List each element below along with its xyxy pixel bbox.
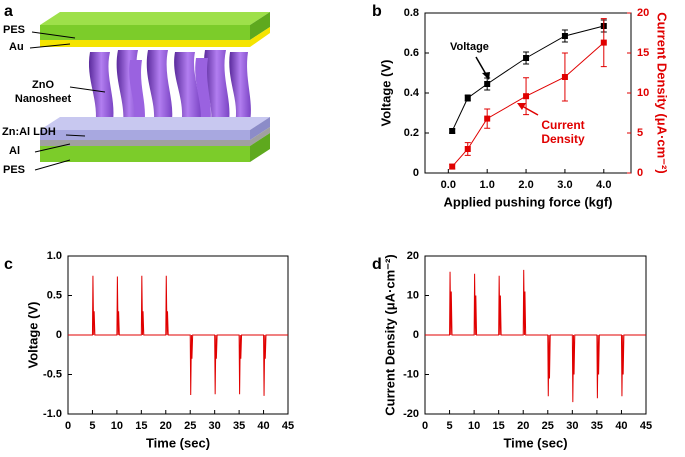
pes-bottom-front — [40, 146, 250, 162]
x-tick-label: 45 — [640, 420, 652, 432]
y-axis-title: Voltage (V) — [378, 60, 393, 127]
y2-tick-label: 15 — [637, 47, 649, 59]
data-line — [425, 269, 646, 403]
x-tick-label: 10 — [111, 420, 123, 432]
data-marker — [600, 39, 607, 46]
x-tick-label: 25 — [542, 420, 554, 432]
y2-tick-label: 20 — [637, 7, 649, 19]
al-layer — [40, 127, 270, 146]
y2-tick-label: 0 — [637, 167, 643, 179]
data-line — [451, 42, 605, 167]
y-tick-label: 0.4 — [404, 87, 420, 99]
x-tick-label: 0 — [65, 420, 71, 432]
y-tick-label: 1.0 — [47, 250, 62, 262]
x-axis-title: Time (sec) — [503, 435, 567, 450]
nanosheets — [88, 50, 251, 130]
diagram-label: Al — [9, 145, 20, 157]
y2-tick-label: 10 — [637, 87, 649, 99]
plot-frame — [424, 12, 632, 174]
y-axis-title: Current Density (μA·cm⁻²) — [382, 254, 397, 415]
x-tick-label: 3.0 — [557, 179, 572, 191]
data-marker — [561, 74, 568, 80]
y-tick-label: 0.5 — [47, 289, 62, 301]
x-tick-label: 40 — [257, 420, 269, 432]
data-marker — [449, 128, 456, 134]
diagram-label: ZnO Nanosheet — [14, 79, 72, 105]
leader-lines — [29, 31, 106, 171]
diagram-label: Zn:Al LDH — [2, 126, 56, 138]
x-tick-label: 20 — [517, 420, 529, 432]
x-tick-label: 15 — [135, 420, 147, 432]
x-axis-title: Time (sec) — [146, 435, 210, 450]
diagram-label: PES — [3, 24, 25, 36]
data-line — [68, 275, 288, 396]
y-tick-label: -10 — [403, 368, 419, 380]
x-tick-label: 25 — [184, 420, 196, 432]
x-tick-label: 0 — [422, 420, 428, 432]
x-tick-label: 40 — [615, 420, 627, 432]
x-tick-label: 10 — [468, 420, 480, 432]
x-tick-label: 0.0 — [441, 179, 456, 191]
data-marker — [484, 115, 491, 122]
panel-label: c — [4, 256, 13, 273]
diagram-label: PES — [3, 164, 25, 176]
au-layer — [40, 27, 270, 47]
pes-top-front — [40, 25, 250, 40]
data-line — [451, 25, 604, 132]
panel-label: b — [372, 3, 382, 20]
x-tick-label: 4.0 — [596, 179, 611, 191]
data-marker — [523, 55, 530, 61]
y-tick-label: 0 — [413, 167, 419, 179]
data-marker — [523, 93, 530, 100]
y-tick-label: 0.2 — [404, 127, 419, 139]
panel-label: a — [4, 3, 13, 20]
x-tick-label: 35 — [591, 420, 603, 432]
data-marker — [464, 146, 471, 152]
panel-label: d — [372, 256, 382, 273]
ldh-front — [40, 130, 250, 140]
y2-tick-label: 5 — [637, 127, 643, 139]
y-tick-label: 0 — [56, 329, 62, 341]
y-tick-label: 0.6 — [404, 47, 419, 59]
y-tick-label: -1.0 — [43, 408, 62, 420]
x-tick-label: 15 — [493, 420, 505, 432]
x-tick-label: 20 — [160, 420, 172, 432]
series-label: Current Density — [541, 118, 585, 146]
pes-top-side — [250, 12, 270, 40]
x-tick-label: 30 — [209, 420, 221, 432]
y-tick-label: 20 — [407, 250, 419, 262]
ldh-side — [250, 117, 270, 140]
pes-bottom-side — [250, 133, 270, 162]
x-axis-title: Applied pushing force (kgf) — [444, 194, 613, 209]
series-label: Voltage — [450, 41, 489, 53]
y-tick-label: 0.8 — [404, 7, 419, 19]
y-tick-label: 10 — [407, 289, 419, 301]
x-tick-label: 5 — [446, 420, 452, 432]
device-diagram: PES Au Zn:Al LDH Al PES — [2, 12, 270, 176]
y-tick-label: -20 — [403, 408, 419, 420]
x-tick-label: 30 — [566, 420, 578, 432]
y-axis-title: Voltage (V) — [25, 302, 40, 369]
data-marker — [561, 33, 568, 39]
data-marker — [484, 81, 491, 87]
x-tick-label: 1.0 — [480, 179, 495, 191]
pes-top-face — [40, 12, 270, 25]
y-tick-label: 0 — [413, 329, 419, 341]
diagram-label: Au — [9, 41, 24, 53]
x-tick-label: 5 — [89, 420, 95, 432]
ldh-top — [40, 117, 270, 130]
x-tick-label: 2.0 — [518, 179, 533, 191]
data-marker — [449, 163, 456, 170]
y-tick-label: -0.5 — [43, 368, 62, 380]
annotation-arrows — [475, 56, 539, 116]
y2-axis-title: Current Density (μA·cm⁻²) — [655, 12, 670, 173]
x-tick-label: 45 — [282, 420, 294, 432]
x-tick-label: 35 — [233, 420, 245, 432]
data-marker — [464, 95, 471, 101]
